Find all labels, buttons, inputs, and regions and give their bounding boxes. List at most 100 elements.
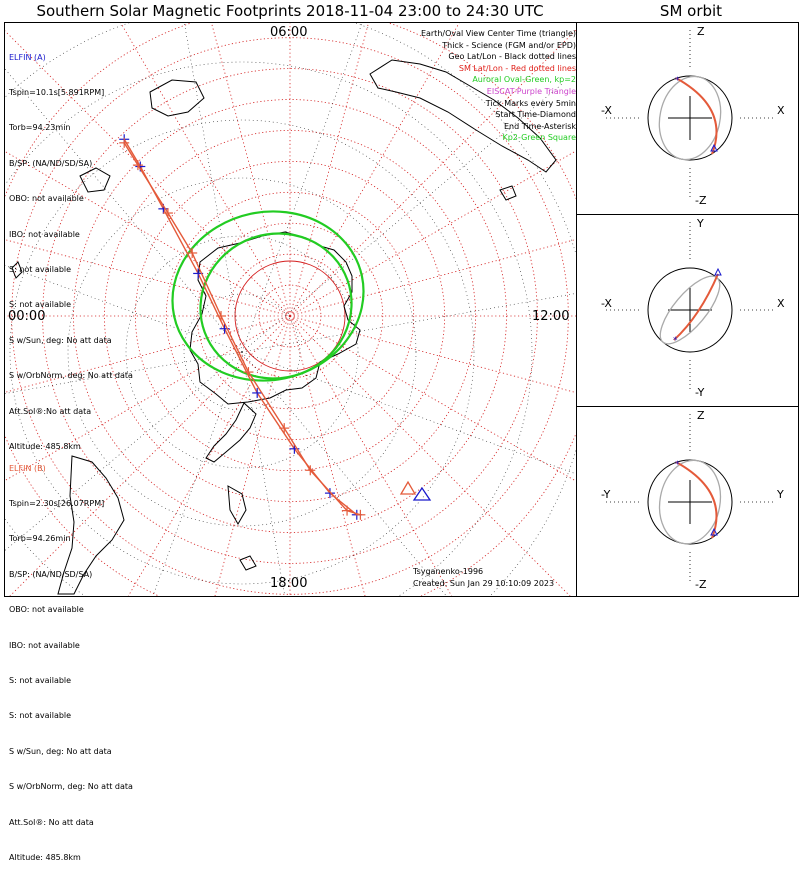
elfin-b-line: S w/OrbNorm, deg: No att data (9, 782, 133, 792)
sm-lon-line (289, 315, 366, 596)
legend-entry: Thick - Science (FGM and/or EPD) (442, 40, 576, 50)
elfin-a-line: Altitude: 485.8km (9, 441, 81, 451)
legend-entry: Auroral Oval-Green, kp=2 (472, 75, 576, 85)
geo-lon-line (241, 293, 576, 353)
legend-entry: Geo Lat/Lon - Black dotted lines (448, 52, 576, 62)
model-name: Tsyganenko-1996 (413, 567, 484, 576)
elfin-b-line: IBO: not available (9, 640, 80, 650)
orbit-view-triangle (714, 267, 722, 276)
coastline-segment (499, 185, 517, 201)
sm-lon-line (5, 315, 291, 393)
legend-entry: Start Time-Diamond (495, 110, 576, 120)
mlt-label-right: 12:00 (532, 309, 570, 324)
elfin-b-line: OBO: not available (9, 605, 84, 615)
orbit-science-arc (675, 77, 718, 155)
orbit-back (658, 459, 722, 545)
sm-lat-ring (165, 191, 415, 441)
earth-circle (647, 267, 733, 353)
sm-lon-line (289, 315, 576, 482)
orbit-start-marker: * (675, 76, 680, 86)
auroral-oval (171, 210, 365, 382)
coastline-segment (369, 59, 557, 173)
geo-lon-line (241, 23, 363, 353)
geo-lat-ring (67, 177, 417, 527)
orbit-start-marker: * (675, 460, 680, 470)
legend-entry: EISCAT-Purple Triangle (486, 86, 576, 96)
elfin-a-line: IBO: not available (9, 229, 80, 239)
coastline-segment (149, 79, 205, 117)
sm-lon-line (214, 315, 291, 596)
sm-orbit-plots: * * * (606, 30, 774, 582)
orbit-1-bottom: -Z (695, 194, 707, 207)
credits: Tsyganenko-1996 Created: Sun Jan 29 10:1… (413, 566, 554, 589)
orbit-2-top: Y (697, 217, 704, 230)
plot-title: Southern Solar Magnetic Footprints 2018-… (36, 2, 544, 20)
orbit-2-right: X (777, 297, 785, 310)
orbit-back (658, 75, 722, 161)
orbit-3-right: Y (777, 488, 784, 501)
legend-entry: End Time-Asterisk (503, 121, 576, 131)
orbit-3-left: -Y (601, 488, 611, 501)
geo-lat-ring (9, 119, 475, 585)
footprint-polar-plot: * * * (4, 22, 799, 597)
geo-lon-line (241, 351, 447, 596)
coastline-segment (205, 402, 257, 463)
elfin-b-line: S: not available (9, 675, 72, 685)
elfin-b-line: Altitude: 485.8km (9, 852, 81, 862)
sm-grid (5, 23, 576, 596)
legend-entry: Tick Marks every 5min (485, 98, 576, 108)
orbit-science-arc (675, 461, 718, 539)
sm-lon-line (9, 315, 291, 596)
sm-lon-line (289, 23, 460, 317)
sm-lon-line (289, 23, 369, 317)
elfin-b-info: ELFIN (B) Tspin=2.30s[26.07RPM] Torb=94.… (9, 439, 133, 875)
orbit-science-arc (673, 273, 719, 341)
footprint-track-line (123, 138, 358, 516)
geo-lat-ring (183, 293, 301, 411)
orbit-1-top: Z (697, 25, 705, 38)
sm-lon-line (289, 238, 576, 317)
sm-lon-line (289, 29, 576, 317)
sm-lat-ring (196, 222, 384, 410)
sm-lon-line (289, 315, 453, 596)
elfin-b-line: S w/Sun, deg: No att data (9, 746, 112, 756)
orbit-panel-title: SM orbit (659, 2, 723, 20)
coastline-segment (79, 167, 111, 193)
view-center-triangle (412, 486, 432, 501)
orbit-3-bottom: -Z (695, 578, 707, 591)
elfin-a-line: Tspin=10.1s[5.891RPM] (9, 87, 105, 97)
sm-lat-ring (134, 160, 446, 472)
mlt-label-bottom: 18:00 (270, 576, 308, 591)
sm-lon-line (127, 315, 291, 596)
footprint-tracks (119, 134, 432, 520)
elfin-a-line: Att.Sol®:No att data (9, 406, 92, 416)
elfin-b-line: Tspin=2.30s[26.07RPM] (9, 498, 105, 508)
elfin-a-line: Torb=94.23min (9, 123, 71, 133)
sm-lon-line (289, 150, 576, 317)
elfin-a-line: S: not available (9, 264, 72, 274)
orbit-start-marker: * (673, 336, 678, 346)
elfin-a-name: ELFIN (A) (9, 52, 46, 62)
auroral-oval-outer (171, 210, 365, 382)
orbit-panel-frame-3 (576, 406, 799, 597)
elfin-a-line: OBO: not available (9, 194, 84, 204)
coastline-segment (57, 455, 125, 595)
elfin-a-info: ELFIN (A) Tspin=10.1s[5.891RPM] Torb=94.… (9, 28, 133, 464)
elfin-b-line: Att.Sol®: No att data (9, 817, 94, 827)
legend-entry: SM Lat/Lon - Red dotted lines (458, 63, 576, 73)
coastline-segment (11, 261, 23, 279)
sm-lat-ring (104, 130, 476, 502)
mlt-label-left: 00:00 (8, 309, 46, 324)
sm-lon-line (289, 315, 576, 394)
elfin-a-line: S w/Sun, deg: No att data (9, 335, 112, 345)
elfin-b-line: Torb=94.26min (9, 534, 71, 544)
mlt-label-top: 06:00 (270, 25, 308, 40)
sm-lat-ring-solid (234, 260, 346, 372)
legend-entry: Earth/Oval View Center Time (triangle) (420, 29, 576, 38)
elfin-a-line: S w/OrbNorm, deg: No att data (9, 371, 133, 381)
elfin-b-line: B/SP: (NA/ND/SD/SA) (9, 569, 93, 579)
orbit-1-right: X (777, 104, 785, 117)
footprint-track-line (123, 142, 361, 516)
sm-lon-line (5, 150, 291, 317)
elfin-b-line: S: not available (9, 711, 72, 721)
